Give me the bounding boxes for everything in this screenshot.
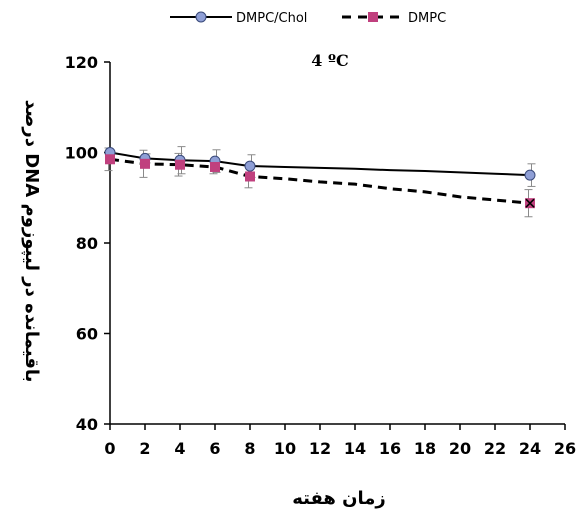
data-point	[244, 160, 256, 172]
series-line-dmpc	[109, 157, 531, 205]
x-tick-label: 22	[484, 439, 506, 458]
legend: DMPC/Chol DMPC	[170, 11, 446, 26]
data-point	[175, 159, 185, 170]
data-point	[140, 158, 150, 169]
legend-marker-dmpc	[368, 12, 378, 22]
legend-label-dmpc-chol: DMPC/Chol	[236, 11, 307, 26]
cross-marker	[525, 198, 535, 208]
data-point	[245, 171, 255, 182]
x-tick-label: 20	[449, 439, 471, 458]
series-lines	[109, 151, 531, 205]
temperature-annotation: 4 ºC	[311, 51, 348, 70]
y-tick-label: 80	[76, 234, 98, 253]
data-point	[524, 169, 536, 181]
x-tick-label: 8	[244, 439, 255, 458]
data-point	[210, 161, 220, 172]
y-tick-label: 40	[76, 415, 98, 434]
x-tick-label: 16	[379, 439, 401, 458]
x-tick-label: 14	[344, 439, 366, 458]
x-tick-label: 10	[274, 439, 296, 458]
legend-marker-dmpc-chol	[195, 11, 207, 23]
y-tick-label: 120	[65, 53, 98, 72]
y-tick-label: 100	[65, 144, 98, 163]
y-axis-title: درصد DNA باقیمانده در لیپوزوم	[21, 100, 42, 383]
x-tick-label: 26	[554, 439, 576, 458]
x-axis-title: زمان هفته	[292, 488, 386, 509]
y-tick-label: 60	[76, 325, 98, 344]
x-tick-label: 18	[414, 439, 436, 458]
x-tick-label: 4	[174, 439, 185, 458]
x-tick-label: 0	[104, 439, 115, 458]
series-markers	[104, 147, 536, 209]
x-tick-label: 2	[139, 439, 150, 458]
x-tick-label: 24	[519, 439, 541, 458]
x-tick-label: 12	[309, 439, 331, 458]
x-tick-label: 6	[209, 439, 220, 458]
data-point	[105, 154, 115, 165]
legend-label-dmpc: DMPC	[408, 11, 446, 26]
